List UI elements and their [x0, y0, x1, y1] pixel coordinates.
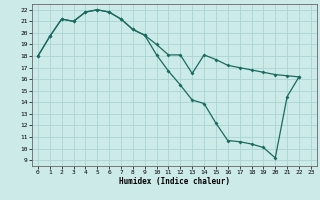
X-axis label: Humidex (Indice chaleur): Humidex (Indice chaleur) [119, 177, 230, 186]
